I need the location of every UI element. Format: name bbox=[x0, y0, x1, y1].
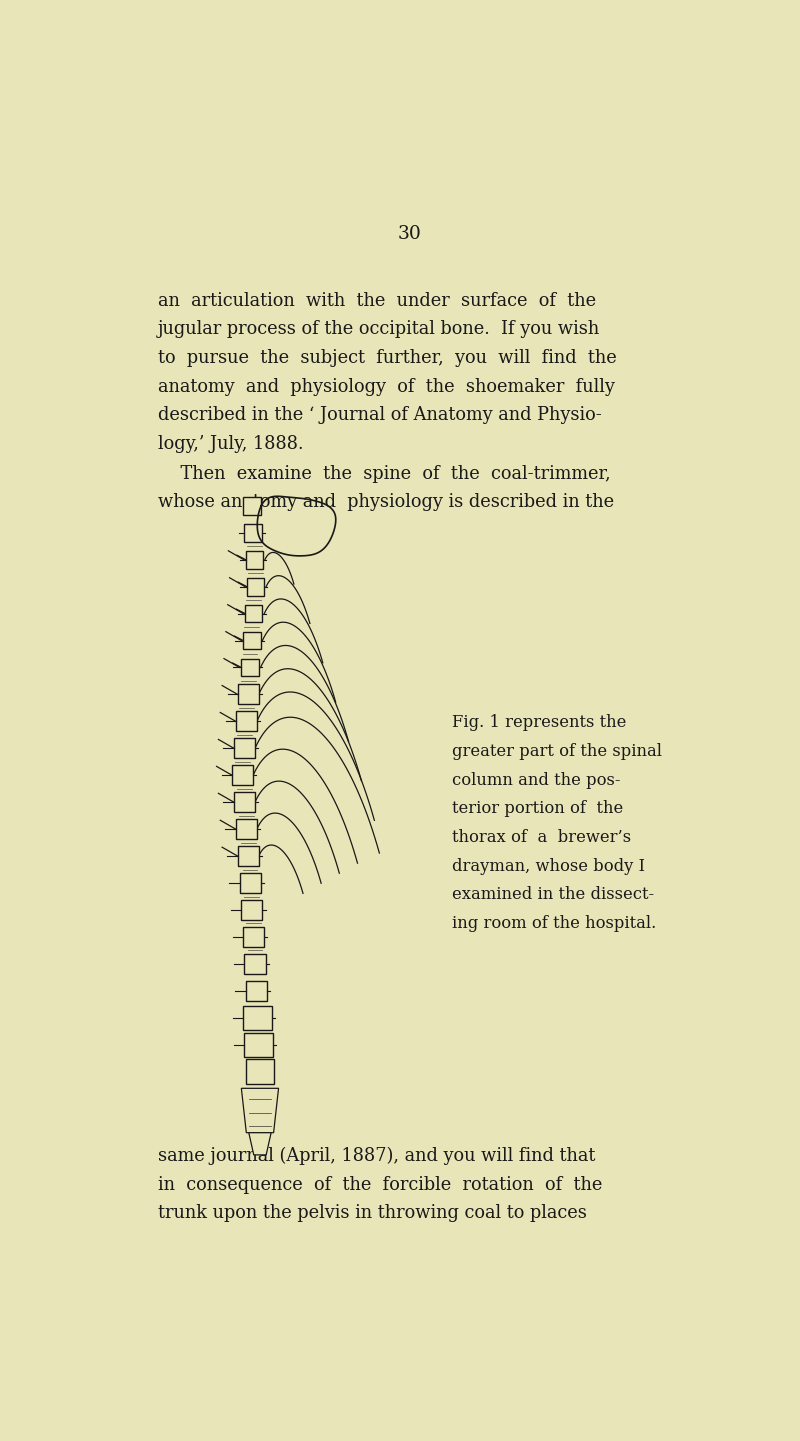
Bar bbox=[243, 1006, 272, 1030]
Text: described in the ‘ Journal of Anatomy and Physio-: described in the ‘ Journal of Anatomy an… bbox=[158, 406, 602, 424]
Bar bbox=[245, 525, 262, 542]
Text: terior portion of  the: terior portion of the bbox=[452, 800, 623, 817]
Text: 30: 30 bbox=[398, 225, 422, 244]
Bar bbox=[245, 1033, 273, 1056]
Bar bbox=[242, 901, 262, 919]
Text: ing room of the hospital.: ing room of the hospital. bbox=[452, 915, 657, 932]
Text: whose anatomy and  physiology is described in the: whose anatomy and physiology is describe… bbox=[158, 493, 614, 512]
Polygon shape bbox=[242, 1088, 278, 1133]
Bar bbox=[238, 684, 258, 705]
Text: examined in the dissect-: examined in the dissect- bbox=[452, 886, 654, 904]
Bar bbox=[234, 738, 255, 758]
Bar bbox=[239, 873, 261, 893]
Text: jugular process of the occipital bone.  If you wish: jugular process of the occipital bone. I… bbox=[158, 320, 600, 339]
Text: in  consequence  of  the  forcible  rotation  of  the: in consequence of the forcible rotation … bbox=[158, 1176, 602, 1193]
Bar bbox=[236, 818, 257, 839]
Bar bbox=[238, 846, 258, 866]
Bar bbox=[246, 981, 266, 1001]
Text: same journal (April, 1887), and you will find that: same journal (April, 1887), and you will… bbox=[158, 1147, 595, 1166]
Polygon shape bbox=[249, 1133, 271, 1154]
Text: trunk upon the pelvis in throwing coal to places: trunk upon the pelvis in throwing coal t… bbox=[158, 1205, 586, 1222]
Bar bbox=[242, 659, 258, 676]
Text: drayman, whose body I: drayman, whose body I bbox=[452, 857, 645, 875]
Text: thorax of  a  brewer’s: thorax of a brewer’s bbox=[452, 829, 631, 846]
Text: Fig. 1 represents the: Fig. 1 represents the bbox=[452, 715, 626, 732]
Bar bbox=[243, 631, 261, 650]
Text: anatomy  and  physiology  of  the  shoemaker  fully: anatomy and physiology of the shoemaker … bbox=[158, 378, 614, 395]
Text: greater part of the spinal: greater part of the spinal bbox=[452, 744, 662, 759]
Bar bbox=[243, 927, 264, 947]
Text: Then  examine  the  spine  of  the  coal-trimmer,: Then examine the spine of the coal-trimm… bbox=[158, 465, 610, 483]
Text: an  articulation  with  the  under  surface  of  the: an articulation with the under surface o… bbox=[158, 291, 596, 310]
Bar bbox=[232, 765, 253, 785]
Bar bbox=[245, 954, 266, 974]
Text: logy,’ July, 1888.: logy,’ July, 1888. bbox=[158, 435, 303, 452]
Text: column and the pos-: column and the pos- bbox=[452, 771, 621, 788]
Bar bbox=[236, 712, 257, 732]
Bar bbox=[246, 550, 263, 569]
Bar bbox=[246, 1059, 274, 1084]
Bar bbox=[234, 793, 255, 813]
Bar bbox=[247, 578, 264, 595]
Bar bbox=[245, 605, 262, 623]
Bar bbox=[243, 497, 261, 514]
Text: to  pursue  the  subject  further,  you  will  find  the: to pursue the subject further, you will … bbox=[158, 349, 617, 367]
